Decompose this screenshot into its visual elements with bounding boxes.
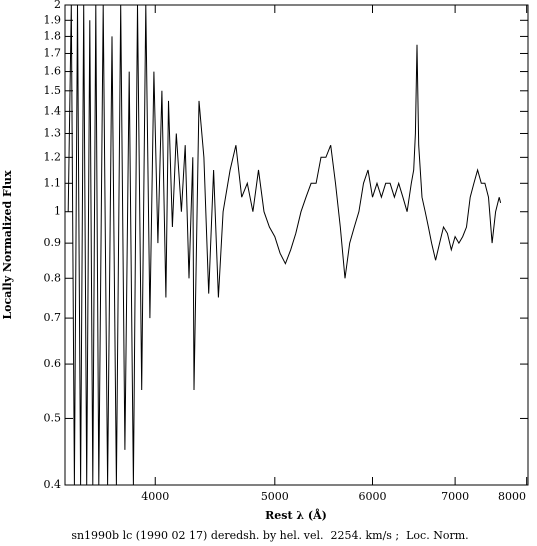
x-tick-label: 4000 xyxy=(141,490,169,503)
chart-title: sn1990b lc (1990 02 17) deredsh. by hel.… xyxy=(71,529,468,542)
y-tick-label: 2 xyxy=(54,0,61,11)
y-tick-label: 1 xyxy=(54,205,61,218)
y-tick-label: 0.7 xyxy=(44,311,62,324)
x-tick-label: 7000 xyxy=(441,490,469,503)
y-tick-label: 1.3 xyxy=(44,126,62,139)
x-tick-label: 6000 xyxy=(359,490,387,503)
y-tick-label: 1.9 xyxy=(44,13,62,26)
y-tick-label: 1.1 xyxy=(44,176,62,189)
y-tick-label: 0.4 xyxy=(44,478,62,491)
x-tick-label: 5000 xyxy=(261,490,289,503)
y-tick-label: 1.7 xyxy=(44,46,62,59)
y-tick-label: 1.6 xyxy=(44,65,62,78)
x-tick-label: 8000 xyxy=(498,490,526,503)
y-tick-label: 0.9 xyxy=(44,236,62,249)
y-tick-label: 0.5 xyxy=(44,411,62,424)
y-tick-label: 0.8 xyxy=(44,271,62,284)
y-tick-label: 1.4 xyxy=(44,104,62,117)
y-tick-label: 1.2 xyxy=(44,150,62,163)
y-tick-label: 1.8 xyxy=(44,29,62,42)
x-axis-label: Rest λ (Å) xyxy=(265,508,327,522)
spectrum-line xyxy=(67,5,502,485)
plot-frame xyxy=(64,4,529,486)
y-tick-label: 1.5 xyxy=(44,84,62,97)
y-tick-label: 0.6 xyxy=(44,357,62,370)
y-axis-label: Locally Normalized Flux xyxy=(1,170,14,320)
